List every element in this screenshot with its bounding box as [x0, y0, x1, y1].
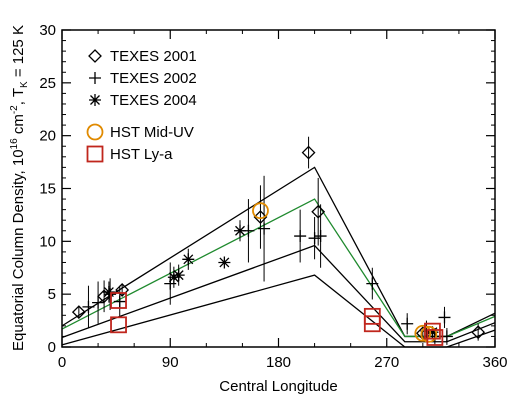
texes-2004-point	[234, 224, 247, 237]
legend-label: TEXES 2004	[110, 92, 197, 109]
hst-ly-a-point	[110, 292, 127, 309]
texes-2002-point	[294, 230, 307, 243]
hst-ly-a-point	[424, 322, 441, 340]
texes-2001-point	[311, 204, 326, 219]
texes-2002-point	[92, 296, 105, 309]
model-line-2	[61, 198, 496, 338]
hst-mid-uv-point	[252, 202, 269, 220]
y-tick-label: 15	[39, 181, 56, 198]
legend-label: HST Mid-UV	[110, 124, 194, 141]
legend-marker-circle	[86, 123, 104, 141]
model-line-1	[61, 166, 496, 338]
texes-2004-point	[167, 271, 180, 284]
legend-marker-asterisk	[89, 94, 101, 106]
hst-ly-a-point	[426, 329, 444, 346]
hst-ly-a-point	[363, 307, 381, 325]
y-tick-label: 5	[48, 286, 56, 303]
texes-2001-point	[71, 305, 86, 320]
legend-plus-icon	[89, 72, 101, 84]
texes-2002-point	[82, 300, 95, 313]
legend-marker-square	[86, 145, 104, 163]
x-tick-label: 0	[58, 354, 66, 371]
legend: TEXES 2001 TEXES 2002 TEXES 2004 HST Mid…	[86, 48, 197, 163]
texes-2002-point	[438, 311, 451, 324]
y-tick-label: 0	[48, 339, 56, 356]
texes-2004-point	[182, 253, 195, 266]
x-axis-title: Central Longitude	[219, 378, 337, 395]
legend-label: HST Ly-a	[110, 146, 173, 163]
model-line-3	[61, 244, 496, 343]
x-tick-label: 90	[162, 354, 179, 371]
x-tick-label: 360	[482, 354, 507, 371]
y-tick-label: 10	[39, 233, 56, 250]
texes-2001-point	[115, 283, 130, 297]
x-tick-label: 270	[374, 354, 399, 371]
hst-mid-uv-point	[420, 325, 438, 343]
texes-2004-point	[102, 286, 115, 299]
legend-circle-icon	[86, 123, 104, 141]
texes-2002-point	[164, 277, 177, 290]
texes-2002-point	[401, 317, 414, 330]
hst-ly-a-point	[110, 316, 127, 334]
error-bars-layer	[78, 136, 479, 345]
x-tick-label: 180	[266, 354, 291, 371]
texes-2001-point	[253, 210, 268, 224]
texes-2002-point	[113, 295, 126, 308]
legend-label: TEXES 2001	[110, 48, 197, 65]
texes-2004-point	[172, 269, 185, 282]
y-axis-title: Equatorial Column Density, 1016 cm-2, TK…	[9, 25, 30, 351]
model-lines-layer	[61, 166, 496, 348]
texes-2002-point	[258, 222, 271, 235]
legend-marker-diamond	[88, 49, 102, 63]
texes-2002-point	[314, 230, 327, 243]
legend-label: TEXES 2002	[110, 70, 197, 87]
markers-layer	[71, 145, 486, 346]
texes-2004-point	[218, 256, 231, 269]
legend-item-texes-2001: TEXES 2001	[88, 48, 197, 65]
legend-item-texes-2004: TEXES 2004	[89, 92, 197, 109]
axes-layer: 0 90 180 270 360 0 5 10 15 20 25 30	[39, 22, 507, 371]
legend-item-hst-mid-uv: HST Mid-UV	[86, 123, 194, 141]
hst-mid-uv-point	[414, 324, 432, 342]
legend-item-hst-ly-a: HST Ly-a	[86, 145, 173, 163]
texes-2001-point	[301, 145, 316, 160]
legend-marker-plus	[89, 72, 101, 84]
y-tick-label: 20	[39, 128, 56, 145]
legend-item-texes-2002: TEXES 2002	[89, 70, 197, 87]
legend-asterisk-icon	[89, 94, 101, 106]
legend-square-icon	[86, 145, 104, 163]
texes-2002-point	[366, 277, 379, 290]
texes-2001-point	[471, 325, 486, 340]
y-tick-label: 25	[39, 75, 56, 92]
texes-2004-point	[426, 326, 439, 339]
legend-diamond-icon	[88, 49, 102, 63]
y-tick-label: 30	[39, 22, 56, 39]
texes-2002-point	[308, 232, 321, 245]
